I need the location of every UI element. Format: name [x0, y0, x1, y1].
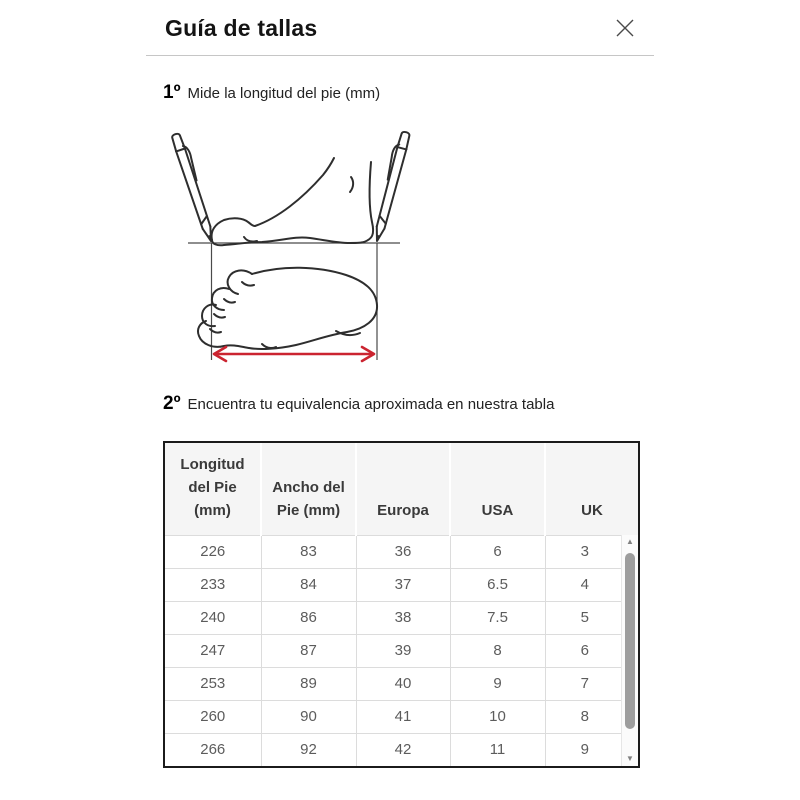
column-header: Europa — [355, 443, 450, 536]
column-header: UK — [544, 443, 638, 536]
modal-title: Guía de tallas — [165, 14, 318, 41]
column-header: USA — [449, 443, 545, 536]
size-guide-modal: Guía de tallas 1º Mide la longitud del p… — [146, 0, 654, 768]
table-row: 247 87 39 8 6 — [165, 634, 638, 668]
table-cell: 41 — [355, 700, 450, 734]
table-cell: 8 — [449, 634, 545, 668]
table-scrollbar[interactable]: ▲ ▼ — [621, 535, 638, 766]
close-button[interactable] — [610, 13, 640, 43]
table-cell: 233 — [165, 568, 261, 602]
table-cell: 42 — [355, 733, 450, 766]
header-divider — [146, 55, 654, 56]
table-cell: 38 — [355, 601, 450, 635]
size-table-body: 226 83 36 6 3 233 84 37 6.5 4 240 86 38 7.5 5 247 87 39 8 6… — [165, 535, 638, 766]
table-row: 233 84 37 6.5 4 — [165, 568, 638, 602]
table-cell: 89 — [260, 667, 356, 701]
pen-left-icon — [169, 130, 220, 244]
step-2-label: Encuentra tu equivalencia aproximada en … — [187, 396, 555, 413]
size-conversion-table: Longitud del Pie (mm) Ancho del Pie (mm) E… — [165, 443, 638, 766]
table-cell: 37 — [355, 568, 450, 602]
table-cell: 226 — [165, 535, 261, 569]
table-cell: 36 — [355, 535, 450, 569]
table-cell: 40 — [355, 667, 450, 701]
table-cell: 260 — [165, 700, 261, 734]
table-row: 240 86 38 7.5 5 — [165, 601, 638, 635]
table-cell: 39 — [355, 634, 450, 668]
table-row: 266 92 42 11 9 — [165, 733, 638, 766]
step-1-label: Mide la longitud del pie (mm) — [187, 85, 381, 102]
table-cell: 84 — [260, 568, 356, 602]
step-1: 1º Mide la longitud del pie (mm) — [146, 82, 654, 104]
column-header: Ancho del Pie (mm) — [260, 443, 356, 536]
table-cell: 7.5 — [449, 601, 545, 635]
table-cell: 90 — [260, 700, 356, 734]
measure-lines — [188, 242, 400, 360]
table-cell: 240 — [165, 601, 261, 635]
table-cell: 253 — [165, 667, 261, 701]
foot-sole-view — [196, 266, 379, 350]
scroll-up-icon[interactable]: ▲ — [626, 537, 634, 546]
table-row: 253 89 40 9 7 — [165, 667, 638, 701]
table-cell: 9 — [449, 667, 545, 701]
scrollbar-thumb[interactable] — [625, 553, 635, 729]
close-icon — [616, 19, 634, 37]
table-cell: 87 — [260, 634, 356, 668]
table-cell: 6.5 — [449, 568, 545, 602]
table-cell: 83 — [260, 535, 356, 569]
foot-measurement-diagram — [169, 129, 412, 363]
scroll-down-icon[interactable]: ▼ — [626, 754, 634, 763]
table-cell: 266 — [165, 733, 261, 766]
table-row: 260 90 41 10 8 — [165, 700, 638, 734]
foot-side-view — [210, 157, 375, 247]
table-cell: 11 — [449, 733, 545, 766]
pen-right-icon — [368, 129, 412, 244]
modal-header: Guía de tallas — [146, 0, 654, 43]
size-table: Longitud del Pie (mm) Ancho del Pie (mm) E… — [163, 441, 640, 768]
step-2: 2º Encuentra tu equivalencia aproximada … — [146, 393, 654, 415]
table-cell: 86 — [260, 601, 356, 635]
table-cell: 10 — [449, 700, 545, 734]
table-cell: 247 — [165, 634, 261, 668]
step-2-number: 2º — [163, 393, 181, 414]
length-arrow-icon — [212, 345, 376, 363]
table-row: 226 83 36 6 3 — [165, 535, 638, 569]
size-table-head-row: Longitud del Pie (mm) Ancho del Pie (mm) E… — [165, 443, 638, 536]
step-1-number: 1º — [163, 82, 181, 103]
table-cell: 92 — [260, 733, 356, 766]
column-header: Longitud del Pie (mm) — [165, 443, 261, 536]
table-cell: 6 — [449, 535, 545, 569]
